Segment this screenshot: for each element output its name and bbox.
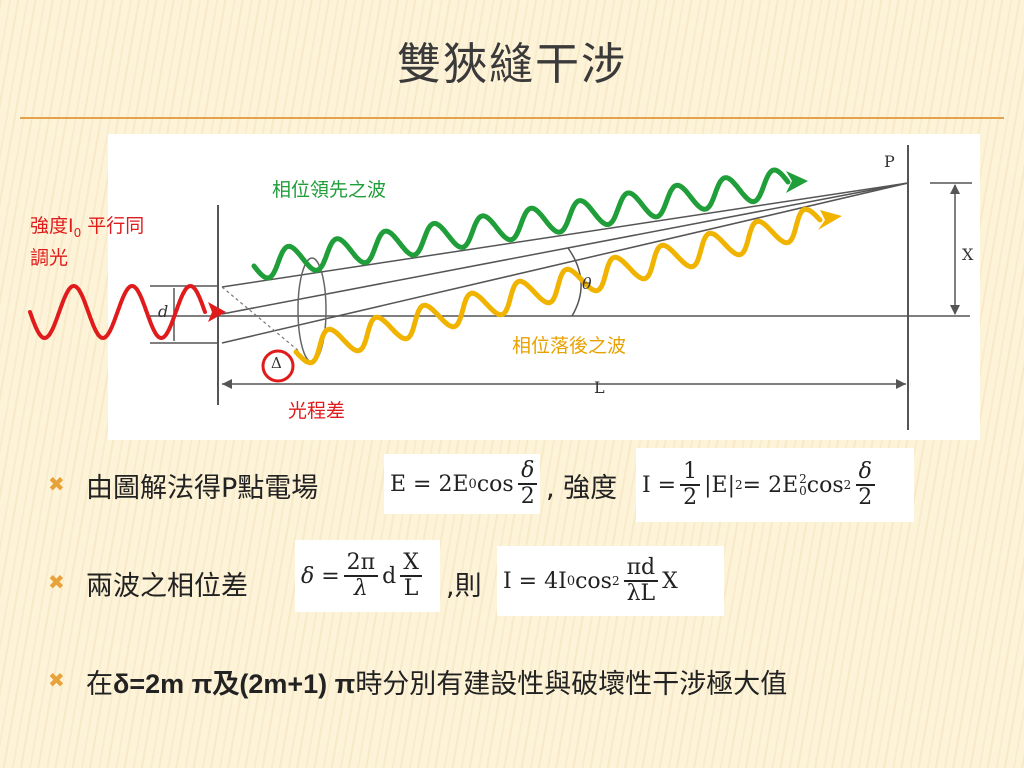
eq-i-sup3: 2: [843, 478, 852, 492]
path-diff-label: 光程差: [288, 400, 346, 422]
bullet-2-prefix: 兩波之相位差: [86, 571, 248, 602]
l-label: L: [594, 378, 605, 397]
eq-if-cos: cos: [575, 568, 612, 594]
eq-delta-frac1: 2π λ: [343, 550, 379, 601]
path-diff-circle: [261, 349, 295, 383]
bullet-3-post: 時分別有建設性與破壞性干涉極大值: [355, 669, 788, 700]
eq-e-cos: cos: [476, 471, 514, 497]
lagging-wave-arrow: [818, 210, 842, 230]
eq-i-cos: cos: [806, 472, 844, 498]
eq-i-delta-num: δ: [855, 459, 875, 486]
bullet-3-text: 在δ=2m π及(2m+1) π時分別有建設性與破壞性干涉極大值: [86, 662, 787, 701]
bullet-3-constructive: δ=2m π: [113, 669, 213, 699]
theta-label: θ: [582, 274, 592, 293]
eq-i-sub: 0: [799, 484, 807, 498]
x-arrow-top: [950, 184, 960, 194]
eq-e-den: 2: [520, 484, 535, 509]
eq-if-x: X: [662, 568, 678, 594]
bullet-x-icon: ✖: [48, 472, 65, 496]
input-label-text-rest: 平行同: [81, 215, 145, 237]
delta-symbol: Δ: [271, 354, 282, 372]
eq-i-abs: |E|: [704, 472, 736, 498]
lagging-wave: [293, 206, 823, 366]
eq-if-frac: πd λL: [623, 555, 659, 606]
ray-upper: [221, 182, 909, 288]
eq-i-mid: = 2E: [742, 472, 799, 498]
bullet-2-middle: ,則: [446, 564, 482, 603]
eq-e-sub: 0: [468, 476, 477, 492]
ray-lower: [221, 182, 909, 344]
ray-middle: [221, 182, 909, 315]
eq-if-lhs: I = 4I: [503, 568, 567, 594]
intensity-final-equation: I = 4I 0 cos 2 πd λL X: [497, 546, 724, 616]
bullet-1-prefix: 由圖解法得P點電場: [86, 473, 319, 504]
bullet-1-middle: , 強度: [546, 466, 617, 505]
point-p-label: P: [884, 152, 895, 171]
bullet-3-pre: 在: [86, 669, 113, 700]
eq-if-sup: 2: [611, 574, 620, 588]
input-label-line2: 調光: [30, 246, 69, 269]
eq-i-sup2: 2: [799, 472, 807, 486]
lagging-wave-label: 相位落後之波: [512, 335, 627, 357]
bullet-1-middle-text: , 強度: [546, 473, 618, 504]
bullet-x-icon: ✖: [48, 668, 65, 692]
l-arrow-right: [896, 379, 906, 389]
leading-wave-arrow: [786, 171, 808, 193]
eq-delta-num2: X: [400, 550, 422, 577]
eq-if-num: πd: [623, 555, 659, 582]
eq-i-sup: 2: [735, 478, 743, 492]
input-label-text: 強度I: [30, 215, 74, 237]
eq-if-den: λL: [626, 581, 656, 606]
l-arrow-left: [222, 379, 232, 389]
x-arrow-bottom: [950, 305, 960, 315]
eq-i-delta-den: 2: [858, 485, 873, 510]
eq-delta-den1: λ: [353, 576, 368, 601]
eq-e-lhs: E = 2E: [390, 471, 469, 497]
diagram-panel: [108, 134, 980, 440]
eq-i-lhs: I =: [642, 472, 677, 498]
input-wave-arrow: [208, 302, 226, 322]
input-light-label: 強度I0 平行同 調光: [30, 214, 144, 271]
title-divider: [20, 117, 1004, 119]
eq-delta-d: d: [382, 563, 397, 589]
x-label: X: [962, 245, 974, 264]
bullet-3-destructive: (2m+1) π: [239, 669, 356, 699]
bullet-2-middle-text: ,則: [446, 571, 482, 602]
eq-delta-num1: 2π: [343, 550, 379, 577]
d-label: d: [158, 302, 169, 321]
eq-i-half-num: 1: [680, 459, 701, 486]
eq-delta-den2: L: [403, 576, 419, 601]
eq-i-half-den: 2: [683, 485, 698, 510]
eq-if-sub: 0: [566, 573, 576, 589]
bullet-3-and: 及: [212, 669, 240, 700]
slide-title: 雙狹縫干涉: [397, 39, 627, 90]
eq-delta-lhs: δ =: [301, 563, 340, 589]
path-diff-line: [221, 286, 301, 353]
leading-wave: [251, 167, 791, 281]
eq-e-num: δ: [518, 458, 538, 485]
input-label-subscript: 0: [73, 225, 82, 240]
theta-arc: [567, 247, 582, 317]
leading-wave-label: 相位領先之波: [272, 179, 387, 201]
input-wave: [28, 283, 207, 341]
bullet-x-icon: ✖: [48, 570, 65, 594]
